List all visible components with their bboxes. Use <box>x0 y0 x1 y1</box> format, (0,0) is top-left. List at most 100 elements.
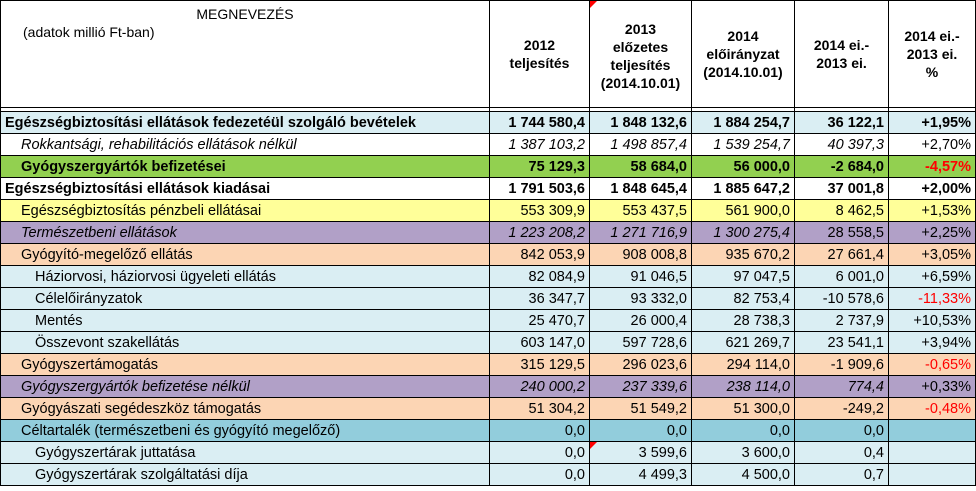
row-label: Rokkantsági, rehabilitációs ellátások né… <box>0 133 490 156</box>
cell-pct: +1,53% <box>888 199 976 222</box>
cell-2014: 1 884 254,7 <box>691 111 795 134</box>
header-2012: 2012 teljesítés <box>489 0 590 108</box>
cell-diff: 0,0 <box>794 419 889 442</box>
cell-2012: 1 791 503,6 <box>489 177 590 200</box>
cell-pct <box>888 463 976 486</box>
table-row: Összevont szakellátás 603 147,0 597 728,… <box>0 331 976 354</box>
cell-2013: 26 000,4 <box>589 309 692 332</box>
cell-2014: 82 753,4 <box>691 287 795 310</box>
cell-2012: 842 053,9 <box>489 243 590 266</box>
cell-2012: 82 084,9 <box>489 265 590 288</box>
cell-2012: 315 129,5 <box>489 353 590 376</box>
cell-pct: +3,94% <box>888 331 976 354</box>
cell-2013: 1 271 716,9 <box>589 221 692 244</box>
table-row: Célelőirányzatok 36 347,7 93 332,0 82 75… <box>0 287 976 310</box>
row-label: Gyógyszertárak szolgáltatási díja <box>0 463 490 486</box>
table-row: Egészségbiztosítási ellátások kiadásai 1… <box>0 177 976 200</box>
cell-diff: 36 122,1 <box>794 111 889 134</box>
cell-2014: 1 300 275,4 <box>691 221 795 244</box>
cell-2012: 75 129,3 <box>489 155 590 178</box>
cell-2013: 553 437,5 <box>589 199 692 222</box>
header-row: MEGNEVEZÉS (adatok millió Ft-ban) 2012 t… <box>0 0 976 108</box>
header-pct: 2014 ei.- 2013 ei. % <box>888 0 976 108</box>
cell-pct: +2,70% <box>888 133 976 156</box>
cell-2013: 1 848 645,4 <box>589 177 692 200</box>
row-label: Gyógyászati segédeszköz támogatás <box>0 397 490 420</box>
cell-2012: 0,0 <box>489 419 590 442</box>
cell-diff: 23 541,1 <box>794 331 889 354</box>
cell-pct: +2,25% <box>888 221 976 244</box>
row-label: Célelőirányzatok <box>0 287 490 310</box>
table-row: Gyógyászati segédeszköz támogatás 51 304… <box>0 397 976 420</box>
header-name-cell: MEGNEVEZÉS (adatok millió Ft-ban) <box>0 0 490 108</box>
cell-2014: 0,0 <box>691 419 795 442</box>
cell-2013: 91 046,5 <box>589 265 692 288</box>
cell-pct: +10,53% <box>888 309 976 332</box>
cell-2014: 3 600,0 <box>691 441 795 464</box>
cell-diff: -2 684,0 <box>794 155 889 178</box>
header-name-subtitle: (adatok millió Ft-ban) <box>23 24 155 40</box>
header-2013: 2013 előzetes teljesítés (2014.10.01) <box>589 0 692 108</box>
cell-2012: 553 309,9 <box>489 199 590 222</box>
cell-2014: 51 300,0 <box>691 397 795 420</box>
row-label: Gyógyító-megelőző ellátás <box>0 243 490 266</box>
cell-diff: -10 578,6 <box>794 287 889 310</box>
cell-2012: 1 223 208,2 <box>489 221 590 244</box>
cell-pct: +3,05% <box>888 243 976 266</box>
row-label: Mentés <box>0 309 490 332</box>
table-row: Mentés 25 470,7 26 000,4 28 738,3 2 737,… <box>0 309 976 332</box>
cell-pct: +0,33% <box>888 375 976 398</box>
cell-diff: 2 737,9 <box>794 309 889 332</box>
row-label: Háziorvosi, háziorvosi ügyeleti ellátás <box>0 265 490 288</box>
row-label: Összevont szakellátás <box>0 331 490 354</box>
row-label: Gyógyszertámogatás <box>0 353 490 376</box>
row-label: Gyógyszergyártók befizetése nélkül <box>0 375 490 398</box>
row-label: Egészségbiztosítási ellátások fedezetéül… <box>0 111 490 134</box>
cell-2013: 1 498 857,4 <box>589 133 692 156</box>
cell-2013: 93 332,0 <box>589 287 692 310</box>
cell-diff: 40 397,3 <box>794 133 889 156</box>
table-row: Egészségbiztosítás pénzbeli ellátásai 55… <box>0 199 976 222</box>
cell-2012: 51 304,2 <box>489 397 590 420</box>
cell-pct: +2,00% <box>888 177 976 200</box>
cell-2012: 240 000,2 <box>489 375 590 398</box>
cell-2013: 0,0 <box>589 419 692 442</box>
cell-2012: 1 744 580,4 <box>489 111 590 134</box>
cell-pct: -11,33% <box>888 287 976 310</box>
cell-2014: 1 885 647,2 <box>691 177 795 200</box>
cell-diff: 774,4 <box>794 375 889 398</box>
row-label: Egészségbiztosítási ellátások kiadásai <box>0 177 490 200</box>
cell-2013: 4 499,3 <box>589 463 692 486</box>
cell-2013: 237 339,6 <box>589 375 692 398</box>
cell-2012: 0,0 <box>489 463 590 486</box>
cell-2014: 97 047,5 <box>691 265 795 288</box>
cell-2014: 621 269,7 <box>691 331 795 354</box>
table-row: Gyógyszertárak szolgáltatási díja 0,0 4 … <box>0 463 976 486</box>
cell-2013: 1 848 132,6 <box>589 111 692 134</box>
cell-diff: -249,2 <box>794 397 889 420</box>
cell-2014: 294 114,0 <box>691 353 795 376</box>
cell-2013: 58 684,0 <box>589 155 692 178</box>
cell-2014: 28 738,3 <box>691 309 795 332</box>
table-row: Gyógyszertárak juttatása 0,0 3 599,6 3 6… <box>0 441 976 464</box>
cell-diff: 28 558,5 <box>794 221 889 244</box>
row-label: Céltartalék (természetbeni és gyógyító m… <box>0 419 490 442</box>
cell-2013: 908 008,8 <box>589 243 692 266</box>
cell-2012: 36 347,7 <box>489 287 590 310</box>
cell-pct: -4,57% <box>888 155 976 178</box>
cell-2012: 1 387 103,2 <box>489 133 590 156</box>
cell-diff: 0,7 <box>794 463 889 486</box>
cell-pct: +1,95% <box>888 111 976 134</box>
row-label: Egészségbiztosítás pénzbeli ellátásai <box>0 199 490 222</box>
cell-2014: 1 539 254,7 <box>691 133 795 156</box>
cell-diff: 6 001,0 <box>794 265 889 288</box>
cell-2014: 561 900,0 <box>691 199 795 222</box>
table-row: Céltartalék (természetbeni és gyógyító m… <box>0 419 976 442</box>
cell-diff: 0,4 <box>794 441 889 464</box>
cell-2013: 597 728,6 <box>589 331 692 354</box>
cell-2014: 935 670,2 <box>691 243 795 266</box>
header-diff: 2014 ei.- 2013 ei. <box>794 0 889 108</box>
table-row: Háziorvosi, háziorvosi ügyeleti ellátás … <box>0 265 976 288</box>
cell-pct <box>888 441 976 464</box>
